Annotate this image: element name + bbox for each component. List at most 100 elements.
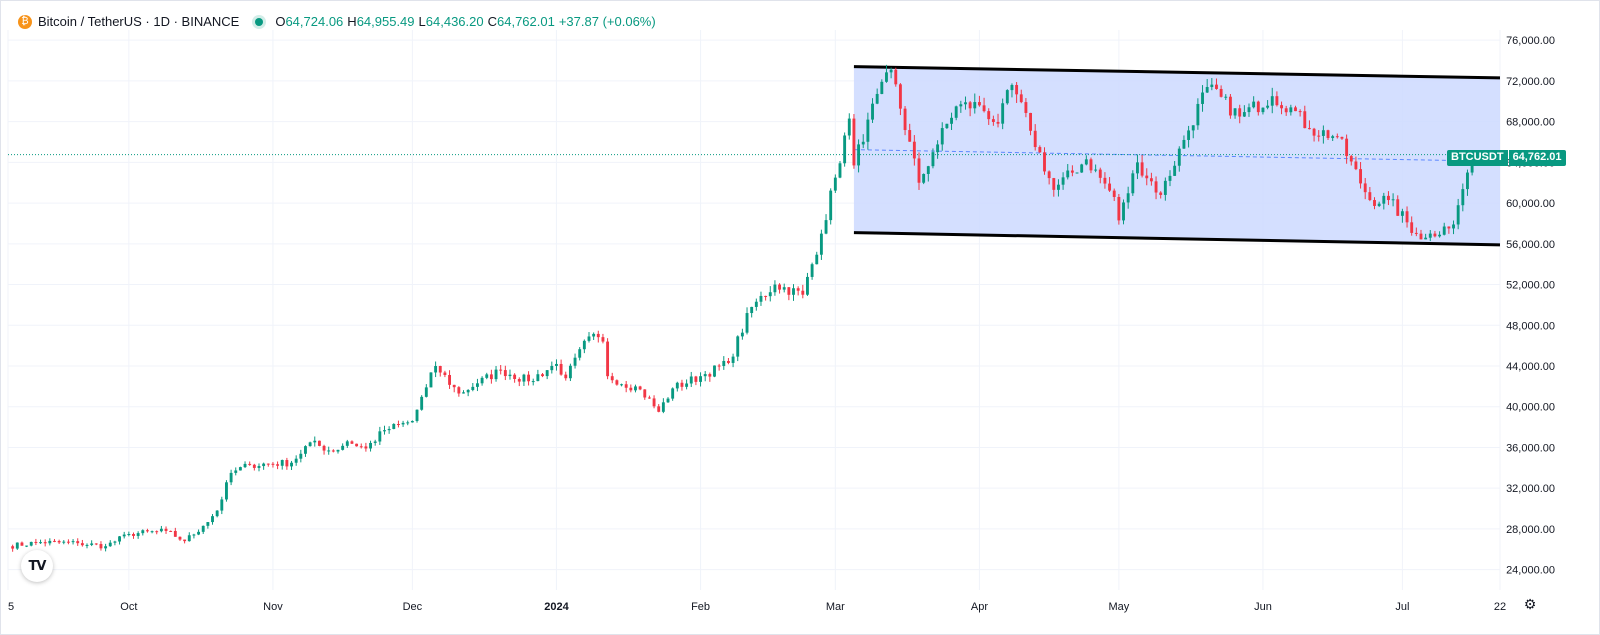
candle-body: [610, 376, 614, 381]
low-value: 64,436.20: [425, 14, 484, 29]
candle-body: [615, 380, 619, 385]
candle-body: [592, 333, 596, 337]
candle-body: [466, 389, 470, 393]
parallel-channel: [8, 65, 1501, 247]
candle-body: [810, 264, 814, 277]
candle-body: [34, 541, 38, 543]
candle-body: [1247, 107, 1251, 113]
candle-body: [238, 467, 242, 471]
candle-body: [62, 541, 66, 543]
candlestick-series: [11, 64, 1474, 552]
candle-body: [66, 541, 70, 543]
y-tick-label: 76,000.00: [1506, 35, 1555, 47]
candle-body: [406, 422, 410, 424]
candle-body: [94, 543, 98, 545]
candle-body: [647, 397, 651, 399]
candle-body: [71, 541, 75, 543]
candle-body: [1033, 130, 1037, 148]
candle-body: [796, 288, 800, 291]
candle-body: [852, 118, 856, 166]
candle-body: [355, 443, 359, 447]
candle-body: [996, 121, 1000, 124]
open-label: O: [275, 14, 286, 29]
candle-body: [1373, 200, 1376, 206]
candle-body: [457, 387, 461, 394]
candle-body: [559, 363, 563, 375]
candle-body: [85, 544, 89, 546]
candle-body: [1029, 112, 1032, 131]
candle-body: [954, 106, 958, 118]
candle-body: [122, 534, 126, 537]
candle-body: [1359, 169, 1363, 184]
candle-body: [1447, 226, 1451, 229]
candle-body: [271, 463, 275, 465]
x-tick-label: 2024: [544, 601, 569, 613]
time-axis: 5 Oct Nov Dec 2024 Feb Mar Apr May Jun Jul 22: [8, 601, 1506, 613]
candle-body: [1442, 226, 1446, 235]
candle-body: [750, 306, 754, 314]
candle-body: [104, 546, 108, 549]
symbol-legend: Bitcoin / TetherUS · 1D · BINANCE O64,72…: [18, 14, 660, 29]
candle-body: [912, 141, 916, 159]
candle-body: [1173, 165, 1177, 176]
candle-body: [480, 377, 484, 384]
candle-body: [1089, 159, 1093, 171]
candle-body: [285, 460, 289, 467]
candle-body: [1261, 107, 1265, 113]
candle-body: [1252, 101, 1256, 108]
candle-body: [726, 360, 730, 363]
candle-body: [889, 69, 893, 73]
candle-body: [1038, 147, 1042, 153]
candle-body: [950, 117, 953, 124]
candle-body: [722, 360, 726, 367]
candle-body: [1215, 84, 1218, 89]
candle-body: [57, 541, 61, 543]
candle-body: [685, 383, 689, 387]
candle-body: [1275, 96, 1279, 106]
candle-body: [652, 398, 656, 407]
candle-body: [1307, 128, 1311, 130]
candle-body: [1191, 125, 1195, 131]
price-tag-symbol: BTCUSDT: [1447, 150, 1508, 166]
gear-icon[interactable]: ⚙: [1523, 597, 1537, 613]
candle-body: [513, 374, 517, 380]
candle-body: [39, 542, 42, 544]
x-tick-label: Nov: [263, 601, 283, 613]
candle-body: [643, 389, 647, 398]
candle-body: [1224, 96, 1228, 98]
candle-body: [629, 387, 633, 391]
candle-body: [861, 141, 865, 145]
candle-body: [545, 370, 549, 377]
change-value: +37.87 (+0.06%): [558, 14, 656, 29]
candle-body: [666, 398, 670, 403]
candle-body: [118, 536, 121, 542]
y-tick-label: 32,000.00: [1506, 483, 1555, 495]
symbol-title[interactable]: Bitcoin / TetherUS · 1D · BINANCE: [38, 14, 240, 29]
candle-body: [383, 430, 386, 432]
candle-body: [638, 386, 642, 390]
candle-body: [1154, 181, 1158, 193]
high-value: 64,955.49: [356, 14, 415, 29]
candle-body: [964, 102, 967, 105]
candle-body: [462, 392, 465, 394]
candle-body: [141, 530, 145, 534]
candle-body: [555, 363, 558, 366]
candle-body: [192, 534, 196, 536]
candle-body: [215, 510, 219, 517]
candle-body: [438, 366, 442, 373]
candle-body: [201, 525, 205, 532]
candle-body: [522, 374, 526, 382]
candle-body: [155, 531, 159, 533]
candle-body: [197, 531, 201, 535]
candle-body: [53, 540, 56, 542]
candle-body: [847, 118, 851, 136]
candle-body: [936, 144, 940, 153]
candle-body: [1094, 169, 1098, 171]
candle-body: [871, 103, 874, 120]
tradingview-logo-icon[interactable]: TV: [21, 550, 53, 582]
y-tick-label: 48,000.00: [1506, 320, 1555, 332]
y-tick-label: 52,000.00: [1506, 280, 1555, 292]
candle-body: [76, 541, 80, 544]
candle-body: [1242, 112, 1246, 117]
